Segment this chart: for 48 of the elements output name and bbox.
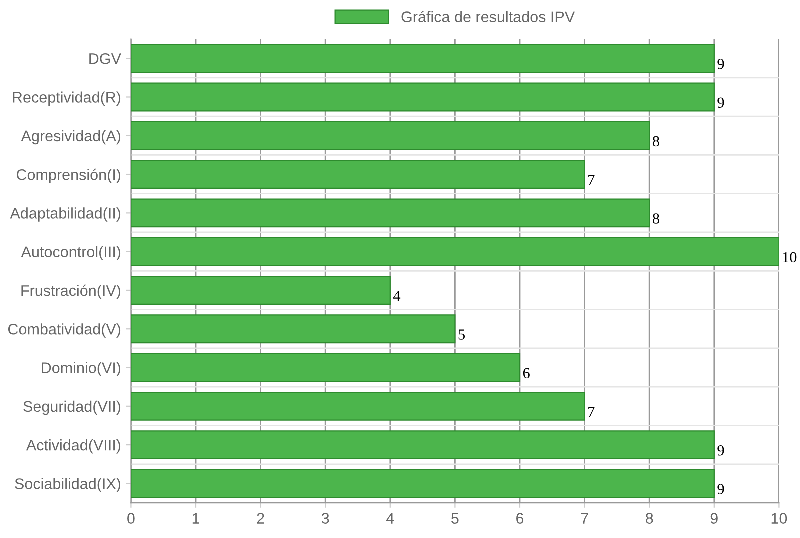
x-tick-label: 8 [646, 513, 654, 524]
bar [131, 392, 586, 421]
x-tick-label: 2 [257, 513, 264, 524]
x-tick-label: 0 [128, 513, 135, 524]
y-tick-label: Autocontrol(III) [21, 246, 121, 261]
bar [131, 198, 650, 228]
bar [131, 430, 715, 460]
data-label: 7 [588, 175, 595, 186]
x-tick-label: 9 [710, 513, 718, 524]
bar [131, 160, 586, 190]
data-label: 9 [718, 484, 724, 494]
data-label: 8 [652, 136, 660, 147]
data-label: 9 [718, 98, 724, 108]
x-tick-label: 6 [516, 513, 524, 524]
bar [131, 82, 715, 112]
bar [131, 314, 456, 344]
legend-label: Gráfica de resultados IPV [402, 11, 576, 23]
data-label: 8 [652, 214, 660, 224]
data-label: 7 [588, 407, 595, 418]
x-tick-label: 1 [192, 513, 200, 524]
data-label: 9 [718, 446, 724, 456]
y-tick-label: DGV [90, 53, 122, 64]
y-tick-label: Frustración(IV) [22, 284, 121, 300]
y-tick-label: Actividad(VIII) [26, 440, 121, 454]
x-tick-label: 4 [386, 513, 394, 524]
x-tick-label: 10 [772, 513, 788, 524]
data-label: 4 [393, 291, 401, 302]
y-tick-label: Receptividad(R) [13, 92, 121, 106]
bar [131, 237, 780, 266]
bar [131, 276, 391, 305]
bar [131, 44, 715, 74]
bar [131, 469, 715, 498]
data-label: 9 [718, 59, 724, 70]
x-tick-label: 7 [581, 513, 588, 524]
data-label: 10 [783, 252, 797, 263]
bar [131, 121, 650, 150]
y-tick-label: Dominio(VI) [42, 362, 121, 376]
y-tick-label: Sociabilidad(IX) [15, 478, 121, 492]
y-tick-label: Seguridad(VII) [24, 400, 121, 416]
data-label: 6 [523, 368, 530, 379]
y-tick-label: Agresividad(A) [21, 130, 121, 145]
x-tick-label: 5 [452, 513, 459, 524]
x-tick-label: 3 [322, 513, 330, 524]
bar [131, 353, 521, 382]
y-tick-label: Adaptabilidad(II) [10, 208, 121, 222]
y-tick-label: Comprensión(I) [16, 168, 121, 184]
y-tick-label: Combatividad(V) [8, 324, 121, 338]
data-label: 5 [458, 330, 466, 340]
